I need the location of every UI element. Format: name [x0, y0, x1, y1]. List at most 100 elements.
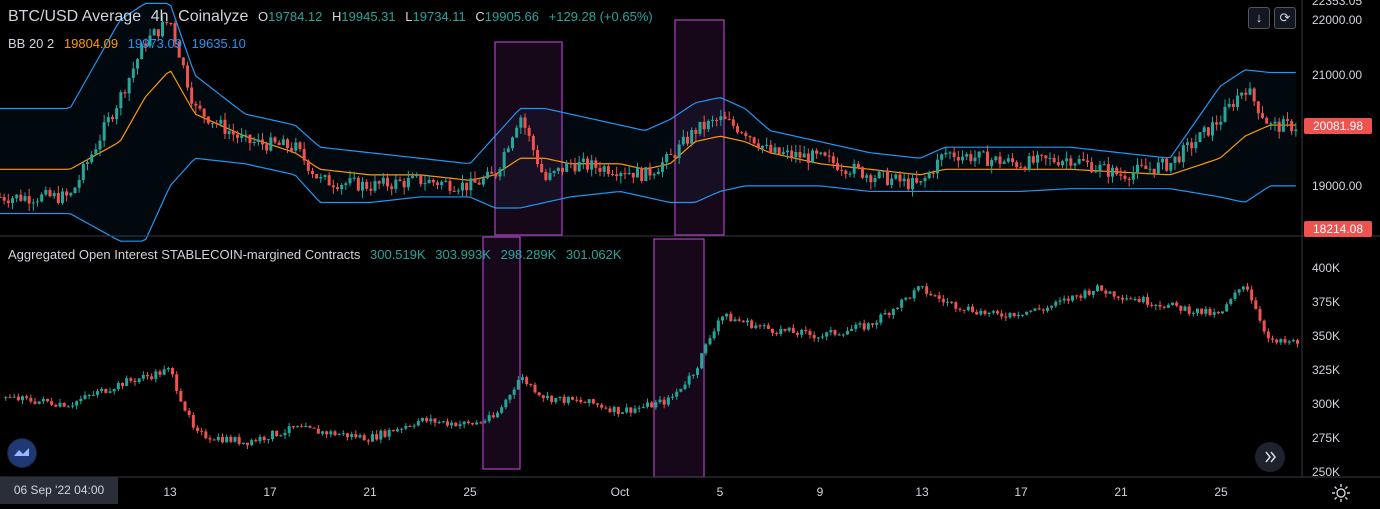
price-candle: [890, 178, 894, 185]
settings-button[interactable]: [1330, 482, 1352, 504]
price-candle: [673, 154, 677, 159]
oi-candle: [133, 380, 137, 383]
price-candle: [765, 144, 769, 146]
oi-candle: [450, 422, 454, 426]
oi-candle: [821, 336, 824, 338]
oi-candle: [633, 408, 637, 413]
oi-legend[interactable]: Aggregated Open Interest STABLECOIN-marg…: [8, 247, 628, 262]
oi-candle: [137, 378, 141, 383]
price-candle: [594, 160, 598, 168]
price-candle: [148, 35, 152, 47]
oi-candle: [850, 328, 854, 331]
oi-candle: [179, 390, 183, 402]
price-candle: [915, 178, 919, 183]
oi-candle: [616, 406, 620, 414]
tradingview-logo-button[interactable]: [7, 438, 37, 468]
price-candle: [319, 176, 323, 179]
price-candle: [261, 139, 264, 145]
price-candle: [519, 117, 523, 128]
refresh-button[interactable]: ⟳: [1274, 7, 1296, 29]
oi-candle: [162, 369, 166, 375]
oi-candle: [579, 399, 583, 403]
oi-candle: [946, 301, 949, 303]
price-candle: [123, 92, 127, 94]
price-candle: [315, 174, 319, 179]
price-candle: [452, 190, 456, 192]
oi-candle: [829, 330, 833, 333]
oi-candle: [546, 395, 549, 399]
oi-candle: [254, 440, 258, 442]
bb-legend[interactable]: BB 20 2 19804.09 19973.09 19635.10: [8, 36, 252, 51]
oi-candle: [183, 401, 187, 411]
price-candle: [623, 173, 627, 175]
symbol-title[interactable]: BTC/USD Average: [8, 8, 142, 25]
price-candle: [694, 130, 698, 134]
price-candle: [1061, 161, 1064, 166]
oi-candle: [25, 396, 29, 398]
price-candle: [756, 143, 760, 149]
time-tick: 5: [716, 485, 724, 499]
oi-candle: [1250, 289, 1254, 301]
price-candle: [931, 172, 935, 174]
oi-candle: [929, 293, 933, 296]
price-candle: [106, 117, 110, 123]
price-candle: [461, 182, 464, 191]
low-price-tag: 18214.08: [1304, 221, 1372, 237]
price-candle: [465, 182, 469, 191]
oi-candle: [346, 433, 349, 438]
price-candle: [781, 152, 785, 154]
oi-candle: [1204, 308, 1208, 314]
scroll-to-realtime-button[interactable]: [1255, 442, 1285, 472]
oi-candle: [637, 407, 641, 409]
oi-candle: [1091, 290, 1095, 295]
oi-candle: [462, 421, 466, 425]
oi-candle: [983, 310, 987, 315]
oi-candle: [791, 327, 795, 333]
oi-candle: [108, 391, 112, 393]
price-candle: [1223, 106, 1227, 122]
price-candle: [11, 198, 14, 204]
price-candle: [1252, 88, 1256, 102]
price-candle: [1019, 167, 1023, 169]
oi-candle: [671, 396, 674, 398]
price-candle: [119, 92, 123, 109]
price-candle: [2, 197, 6, 201]
price-candle: [540, 163, 544, 173]
highlight-box: [482, 236, 521, 470]
price-candle: [902, 178, 906, 182]
price-candle: [494, 173, 498, 177]
oi-candle: [116, 382, 120, 390]
price-candle: [1023, 167, 1027, 171]
oi-candle: [562, 396, 566, 403]
oi-candle: [879, 314, 883, 323]
price-candle: [898, 174, 902, 182]
price-candle: [648, 167, 652, 176]
interval-label[interactable]: 4h: [150, 8, 169, 25]
price-candle: [256, 139, 260, 142]
download-button[interactable]: ↓: [1248, 7, 1270, 29]
oi-candle: [1283, 339, 1287, 343]
price-candle: [456, 190, 460, 192]
price-candle: [1115, 167, 1119, 175]
oi-candle: [750, 320, 754, 329]
time-tick: 17: [263, 485, 277, 499]
oi-candle: [279, 435, 283, 437]
oi-candle: [250, 440, 254, 446]
price-candle: [1144, 165, 1148, 169]
price-candle: [544, 172, 548, 180]
oi-candle: [1154, 304, 1158, 306]
price-candle: [590, 160, 594, 170]
price-candle: [965, 154, 969, 157]
oi-candle: [875, 322, 879, 325]
price-candle: [327, 175, 331, 186]
price-candle: [986, 151, 989, 166]
price-candle: [598, 167, 602, 172]
oi-candle: [1058, 300, 1062, 302]
oi-candle: [87, 394, 91, 396]
price-candle: [1177, 156, 1181, 163]
price-candle: [431, 179, 435, 183]
price-candle: [1098, 164, 1102, 171]
oi-candle: [558, 396, 562, 398]
price-candle: [219, 119, 223, 124]
